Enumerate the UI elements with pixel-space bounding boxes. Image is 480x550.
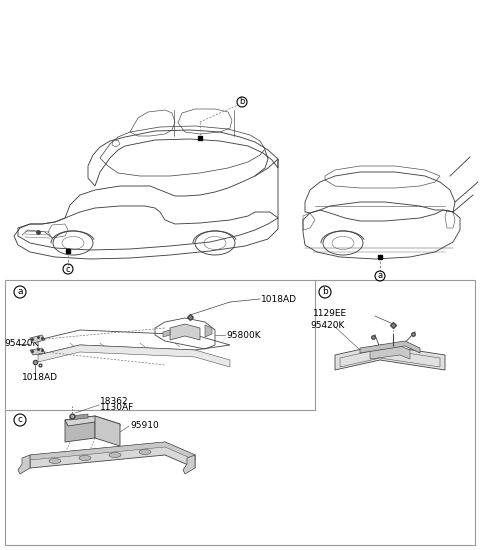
- Ellipse shape: [109, 453, 121, 458]
- Polygon shape: [38, 345, 230, 367]
- Text: 95420K: 95420K: [310, 321, 344, 329]
- Polygon shape: [30, 348, 45, 355]
- Ellipse shape: [49, 459, 61, 464]
- Bar: [5, 280, 475, 545]
- Text: b: b: [322, 288, 328, 296]
- Text: 18362: 18362: [100, 398, 129, 406]
- Polygon shape: [18, 455, 30, 474]
- Text: c: c: [66, 265, 70, 273]
- Text: a: a: [377, 272, 383, 280]
- Polygon shape: [170, 324, 200, 340]
- Polygon shape: [370, 346, 410, 359]
- Polygon shape: [335, 345, 445, 370]
- Ellipse shape: [139, 449, 151, 454]
- Text: a: a: [17, 288, 23, 296]
- Polygon shape: [65, 416, 95, 442]
- Text: 1129EE: 1129EE: [313, 309, 347, 317]
- Polygon shape: [65, 416, 120, 426]
- Polygon shape: [360, 341, 420, 353]
- Polygon shape: [163, 330, 170, 337]
- Text: 1018AD: 1018AD: [22, 373, 58, 382]
- Text: 1018AD: 1018AD: [261, 294, 297, 304]
- Polygon shape: [30, 335, 45, 343]
- Polygon shape: [70, 414, 88, 420]
- Polygon shape: [205, 325, 212, 337]
- Text: 95420K: 95420K: [4, 339, 38, 349]
- Text: 95910: 95910: [130, 421, 159, 430]
- Ellipse shape: [79, 455, 91, 460]
- Text: c: c: [17, 415, 23, 425]
- Text: b: b: [240, 97, 245, 107]
- Polygon shape: [30, 442, 195, 468]
- Polygon shape: [30, 442, 195, 460]
- Polygon shape: [183, 455, 195, 474]
- Text: 1130AF: 1130AF: [100, 404, 134, 412]
- Polygon shape: [95, 416, 120, 446]
- Text: 95800K: 95800K: [226, 331, 261, 339]
